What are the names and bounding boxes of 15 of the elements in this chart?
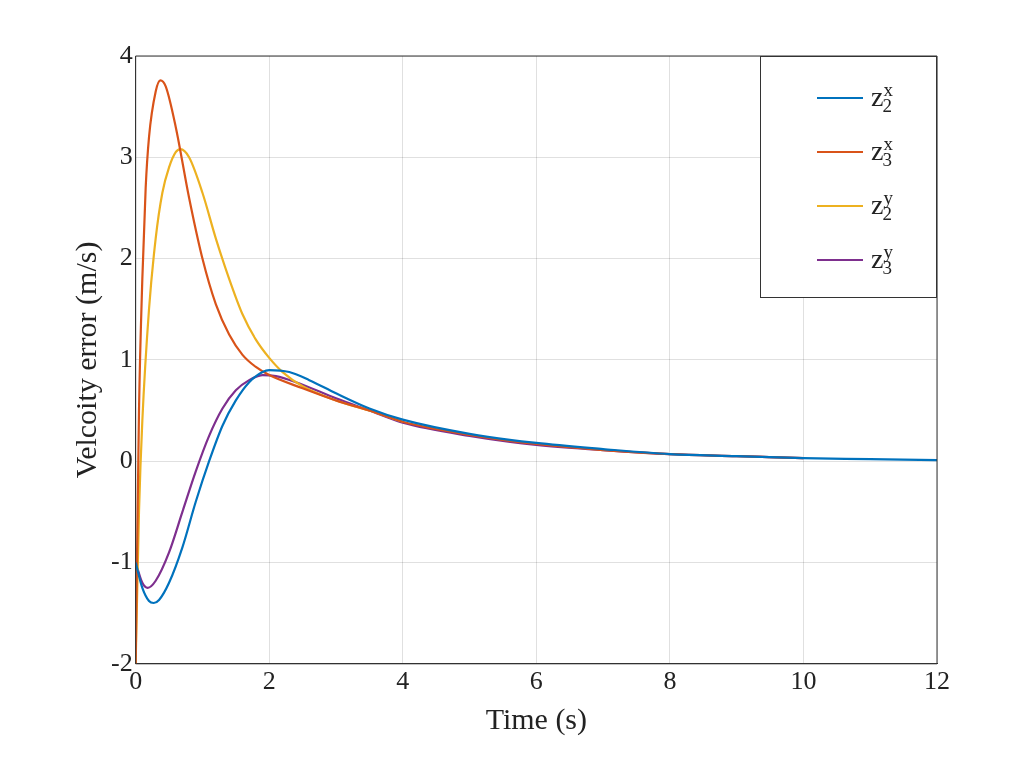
y-tick-label: 3 (119, 141, 133, 171)
y-tick-label: -1 (110, 546, 133, 576)
y-tick-label: 2 (119, 242, 133, 272)
y-axis-title: Velcoity error (m/s) (68, 241, 103, 479)
y-tick-label: 0 (119, 445, 133, 475)
line-series (135, 368, 937, 605)
y-tick-label: 4 (119, 39, 133, 69)
y-tick-label: 1 (119, 343, 133, 373)
x-tick-label: 8 (663, 666, 677, 696)
x-axis-title: Time (s) (485, 701, 588, 736)
x-tick-label: 10 (790, 666, 817, 696)
x-tick-label: 2 (262, 666, 276, 696)
x-tick-label: 6 (529, 666, 543, 696)
x-tick-label: 4 (396, 666, 410, 696)
x-tick-label: 12 (924, 666, 950, 696)
